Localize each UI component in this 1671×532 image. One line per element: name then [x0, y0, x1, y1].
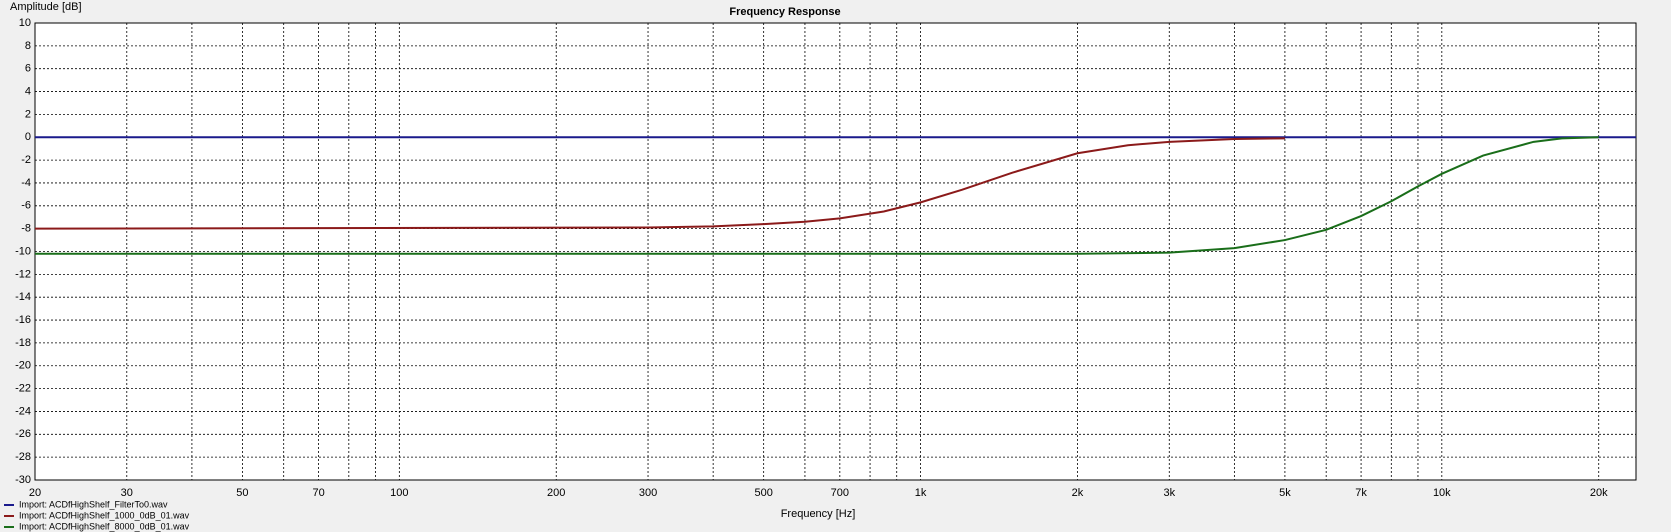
x-tick-label: 3k	[1163, 487, 1175, 499]
x-tick-label: 700	[831, 487, 849, 499]
x-tick-label: 20k	[1590, 487, 1608, 499]
y-tick-label: -6	[21, 200, 31, 212]
series-line	[35, 136, 1599, 255]
legend-label: Import: ACDfHighShelf_8000_0dB_01.wav	[19, 521, 190, 531]
x-tick-label: 30	[121, 487, 133, 499]
legend-label: Import: ACDfHighShelf_1000_0dB_01.wav	[19, 510, 190, 520]
x-tick-label: 300	[639, 487, 657, 499]
y-tick-label: -24	[15, 405, 31, 417]
y-tick-label: 6	[25, 63, 31, 75]
x-tick-label: 5k	[1279, 487, 1291, 499]
y-tick-label: 8	[25, 40, 31, 52]
x-tick-label: 7k	[1355, 487, 1367, 499]
y-tick-label: -30	[15, 474, 31, 486]
x-tick-label: 1k	[915, 487, 927, 499]
y-tick-label: -26	[15, 428, 31, 440]
y-tick-label: -20	[15, 360, 31, 372]
x-axis-label: Frequency [Hz]	[781, 508, 856, 520]
x-tick-label: 100	[390, 487, 408, 499]
y-tick-label: -18	[15, 337, 31, 349]
x-tick-label: 10k	[1433, 487, 1451, 499]
y-tick-label: -2	[21, 154, 31, 166]
chart-title: Frequency Response	[729, 6, 840, 18]
y-tick-label: -16	[15, 314, 31, 326]
y-tick-label: -4	[21, 177, 31, 189]
x-tick-label: 20	[29, 487, 41, 499]
y-axis-label: Amplitude [dB]	[10, 1, 82, 13]
y-tick-label: -28	[15, 451, 31, 463]
x-tick-label: 500	[754, 487, 772, 499]
x-tick-label: 50	[236, 487, 248, 499]
x-tick-label: 200	[547, 487, 565, 499]
y-tick-label: -10	[15, 245, 31, 257]
legend-label: Import: ACDfHighShelf_FilterTo0.wav	[19, 499, 168, 509]
y-tick-label: -22	[15, 383, 31, 395]
x-tick-label: 2k	[1072, 487, 1084, 499]
y-tick-label: 0	[25, 131, 31, 143]
series-line	[34, 137, 1285, 230]
y-tick-label: -8	[21, 223, 31, 235]
y-tick-label: 10	[19, 17, 31, 29]
y-tick-label: -14	[15, 291, 31, 303]
y-tick-label: 2	[25, 108, 31, 120]
y-tick-label: -12	[15, 268, 31, 280]
y-tick-label: 4	[25, 85, 31, 97]
x-tick-label: 70	[312, 487, 324, 499]
